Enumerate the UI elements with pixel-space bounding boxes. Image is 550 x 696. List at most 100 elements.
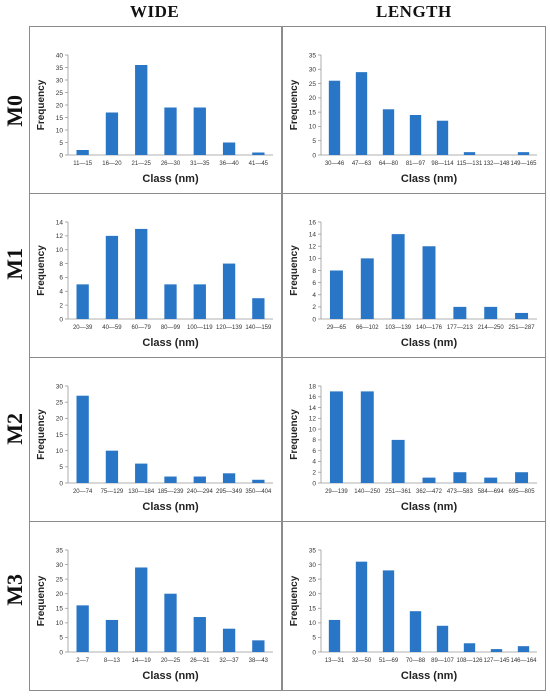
y-tick-label: 30 (309, 67, 317, 74)
column-title-length: LENGTH (376, 2, 452, 21)
y-tick-label: 20 (56, 416, 64, 423)
bar-32—50 (355, 561, 368, 652)
bar-100—119 (193, 284, 206, 319)
y-tick-label: 10 (309, 620, 317, 627)
bar-240—294 (193, 476, 206, 483)
y-tick-label: 8 (59, 261, 63, 268)
y-tick-label: 5 (59, 635, 63, 642)
y-tick-label: 2 (59, 302, 63, 309)
y-tick-label: 8 (312, 268, 316, 275)
bar-98—114 (436, 120, 449, 155)
y-tick-label: 25 (56, 90, 64, 97)
x-tick-label: 149—165 (510, 161, 537, 167)
x-tick-label: 185—239 (157, 489, 184, 495)
y-tick-label: 4 (312, 459, 316, 466)
y-tick-label: 4 (312, 292, 316, 299)
x-tick-label: 2—7 (76, 658, 89, 664)
row-label-m2: M2 (2, 413, 27, 445)
y-tick-label: 20 (56, 102, 64, 109)
bar-115—131 (463, 152, 476, 155)
bar-177—213 (453, 306, 467, 319)
y-tick-label: 5 (312, 138, 316, 145)
y-tick-label: 0 (59, 649, 63, 656)
bar-140—250 (360, 391, 374, 483)
y-tick-label: 35 (309, 547, 317, 554)
bar-295—349 (222, 473, 236, 483)
bar-89—107 (436, 625, 449, 652)
x-tick-label: 20—25 (161, 658, 181, 664)
y-tick-label: 0 (59, 316, 63, 323)
x-tick-label: 32—37 (219, 658, 239, 664)
bar-251—287 (515, 312, 529, 319)
y-tick-label: 35 (56, 547, 64, 554)
y-axis-title: Frequency (36, 575, 47, 626)
bar-130—184 (135, 463, 148, 483)
x-tick-label: 214—250 (478, 325, 505, 331)
x-tick-label: 100—119 (187, 325, 213, 331)
chart-panel-m1-length: Frequency 0 2 4 6 8 10 12 14 16 29—65 66—102 103—139… (282, 193, 546, 358)
x-tick-label: 66—102 (356, 325, 379, 331)
x-tick-label: 140—176 (416, 325, 443, 331)
bar-362—472 (422, 477, 436, 483)
x-tick-label: 51—69 (379, 658, 399, 664)
row-label-m0: M0 (2, 95, 27, 127)
x-tick-label: 89—107 (431, 658, 454, 664)
bar-140—176 (422, 246, 436, 319)
bar-350—404 (252, 479, 265, 483)
y-axis-title: Frequency (289, 245, 300, 296)
bar-70—88 (409, 611, 422, 652)
bar-36—40 (222, 142, 236, 155)
y-tick-label: 6 (312, 280, 316, 287)
bar-16—20 (105, 112, 119, 155)
bar-103—139 (391, 234, 405, 319)
bar-66—102 (360, 258, 374, 319)
x-tick-label: 70—88 (406, 658, 426, 664)
x-tick-label: 8—13 (104, 658, 121, 664)
y-tick-label: 30 (56, 562, 64, 569)
bar-120—139 (222, 263, 236, 319)
y-tick-label: 12 (309, 416, 317, 423)
x-tick-label: 26—30 (161, 161, 181, 167)
x-tick-label: 132—148 (483, 161, 510, 167)
y-tick-label: 0 (312, 649, 316, 656)
x-tick-label: 31—35 (190, 161, 210, 167)
x-tick-label: 36—40 (219, 161, 239, 167)
y-tick-label: 14 (56, 219, 64, 226)
x-tick-label: 146—164 (510, 658, 537, 664)
y-tick-label: 15 (309, 109, 317, 116)
bar-20—74 (76, 395, 89, 483)
y-axis-title: Frequency (36, 79, 47, 130)
x-axis-title: Class (nm) (142, 501, 199, 513)
y-tick-label: 15 (56, 606, 64, 613)
bar-14—19 (135, 567, 148, 652)
x-tick-label: 11—15 (73, 161, 93, 167)
x-tick-label: 350—404 (245, 489, 272, 495)
x-tick-label: 473—583 (447, 489, 474, 495)
x-tick-label: 584—694 (478, 489, 505, 495)
x-tick-label: 98—114 (431, 161, 454, 167)
bar-146—164 (517, 646, 530, 652)
bar-695—805 (515, 472, 529, 483)
bar-185—239 (164, 476, 177, 483)
y-tick-label: 10 (56, 127, 64, 134)
y-tick-label: 30 (309, 562, 317, 569)
y-tick-label: 5 (312, 635, 316, 642)
chart-svg-m1-length: Frequency 0 2 4 6 8 10 12 14 16 29—65 66—102 103—139… (289, 219, 537, 349)
bar-11—15 (76, 150, 89, 155)
y-tick-label: 40 (56, 52, 64, 59)
x-axis-title: Class (nm) (401, 337, 458, 349)
x-axis-title: Class (nm) (401, 173, 458, 185)
y-tick-label: 8 (312, 437, 316, 444)
row-label-m1: M1 (2, 248, 27, 280)
y-tick-label: 15 (56, 115, 64, 122)
x-tick-label: 108—126 (456, 658, 483, 664)
bar-29—139 (329, 391, 343, 483)
y-tick-label: 30 (56, 77, 64, 84)
x-tick-label: 240—294 (187, 489, 214, 495)
chart-panel-m1-wide: Frequency 0 2 4 6 8 10 12 14 20—39 40—59 60—79 80—99… (29, 193, 282, 358)
y-tick-label: 10 (56, 620, 64, 627)
x-tick-label: 251—361 (385, 489, 412, 495)
chart-panel-m2-wide: Frequency 0 5 10 15 20 25 30 20—74 75—129 130—184 1… (29, 357, 282, 522)
x-tick-label: 130—184 (128, 489, 155, 495)
y-tick-label: 2 (312, 304, 316, 311)
